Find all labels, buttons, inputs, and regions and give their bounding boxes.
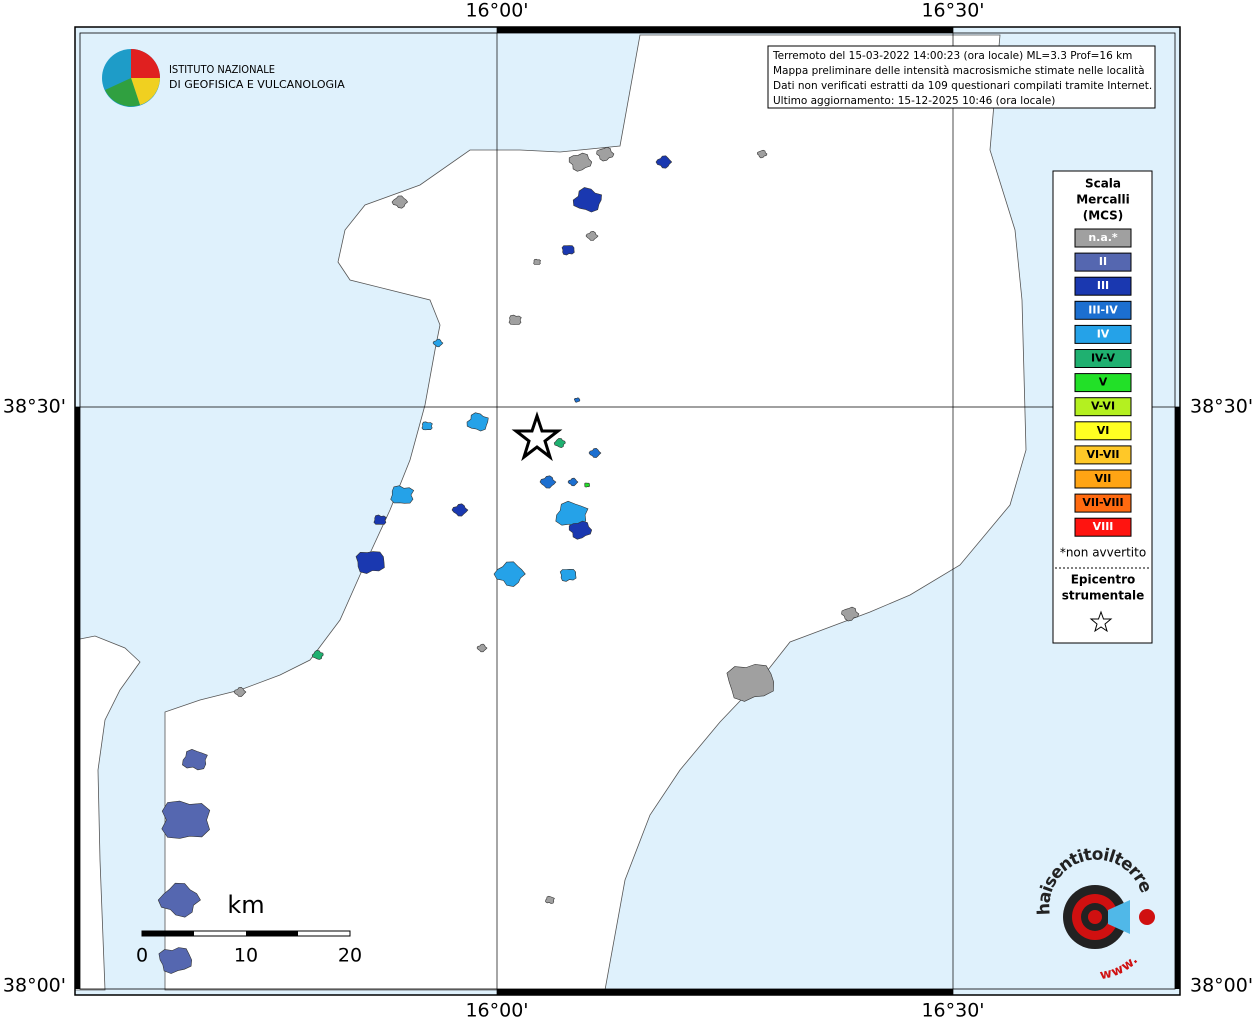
info-line: Mappa preliminare delle intensità macros… bbox=[773, 65, 1145, 77]
intensity-area bbox=[655, 155, 673, 169]
legend-label: IV-V bbox=[1091, 352, 1116, 365]
legend-label: III-IV bbox=[1088, 303, 1118, 316]
info-line: Ultimo aggiornamento: 15-12-2025 10:46 (… bbox=[773, 95, 1055, 107]
intensity-area bbox=[508, 314, 522, 325]
intensity-area bbox=[158, 947, 193, 974]
intensity-area bbox=[584, 482, 591, 488]
intensity-area bbox=[157, 882, 201, 918]
lat-label: 38°30' bbox=[1190, 396, 1253, 418]
graticule bbox=[75, 27, 1180, 995]
frame bbox=[74, 26, 1181, 996]
ingv-logo: ISTITUTO NAZIONALE DI GEOFISICA E VULCAN… bbox=[102, 49, 345, 107]
legend-swatch bbox=[1074, 276, 1132, 296]
lat-label: 38°00' bbox=[1190, 975, 1253, 997]
intensity-areas bbox=[157, 146, 860, 974]
legend-swatch bbox=[1074, 300, 1132, 320]
lat-label: 38°00' bbox=[3, 975, 66, 997]
legend-label: V-VI bbox=[1091, 400, 1115, 413]
legend-label: II bbox=[1099, 255, 1107, 268]
intensity-area bbox=[568, 520, 593, 540]
intensity-area bbox=[539, 475, 557, 489]
logo-text: ISTITUTO NAZIONALE bbox=[169, 63, 275, 76]
intensity-area bbox=[553, 438, 566, 449]
legend-swatch bbox=[1074, 469, 1132, 489]
intensity-area bbox=[311, 649, 324, 660]
intensity-area bbox=[533, 258, 541, 265]
intensity-area bbox=[756, 149, 768, 159]
legend-title: (MCS) bbox=[1083, 209, 1124, 223]
logo-text: DI GEOFISICA E VULCANOLOGIA bbox=[169, 78, 345, 91]
lon-label: 16°00' bbox=[465, 1000, 528, 1022]
intensity-area bbox=[572, 187, 602, 213]
intensity-area bbox=[432, 338, 444, 348]
intensity-area bbox=[545, 895, 555, 904]
legend-label: VI-VII bbox=[1086, 448, 1119, 461]
legend-title: Mercalli bbox=[1076, 193, 1130, 207]
info-box: Terremoto del 15-03-2022 14:00:23 (ora l… bbox=[767, 45, 1156, 109]
legend-note: *non avvertito bbox=[1060, 546, 1146, 560]
legend-title: Scala bbox=[1085, 177, 1121, 191]
intensity-area bbox=[373, 514, 387, 525]
legend-swatch bbox=[1074, 493, 1132, 513]
intensity-area bbox=[421, 421, 433, 431]
land-sicily bbox=[74, 635, 141, 991]
legend-swatch bbox=[1074, 373, 1132, 393]
scale-bar: km 0 10 20 bbox=[136, 891, 362, 967]
intensity-area bbox=[355, 551, 385, 574]
intensity-area bbox=[726, 664, 775, 702]
intensity-area bbox=[476, 643, 488, 653]
intensity-area bbox=[466, 412, 489, 432]
intensity-area bbox=[568, 152, 593, 172]
legend-label: n.a.* bbox=[1088, 231, 1118, 244]
lon-label: 16°00' bbox=[465, 0, 528, 22]
legend-swatch bbox=[1074, 397, 1132, 417]
legend-label: III bbox=[1097, 279, 1109, 292]
legend-label: VIII bbox=[1093, 520, 1114, 533]
intensity-area bbox=[561, 245, 575, 256]
intensity-area bbox=[585, 230, 599, 241]
intensity-area bbox=[161, 800, 211, 839]
scale-tick: 20 bbox=[338, 945, 362, 967]
legend-epicenter: Epicentro bbox=[1071, 573, 1136, 587]
intensity-area bbox=[182, 748, 208, 771]
legend-label: VI bbox=[1097, 424, 1110, 437]
legend-label: VII bbox=[1095, 472, 1112, 485]
land bbox=[164, 34, 1027, 991]
lon-label: 16°30' bbox=[921, 1000, 984, 1022]
lon-label: 16°30' bbox=[921, 0, 984, 22]
intensity-area bbox=[588, 447, 602, 458]
legend-swatch bbox=[1074, 228, 1132, 248]
epicenter bbox=[511, 411, 563, 462]
scale-tick: 0 bbox=[136, 945, 148, 967]
scale-tick: 10 bbox=[234, 945, 258, 967]
intensity-area bbox=[493, 561, 526, 587]
legend: Scala Mercalli (MCS) *non avvertito Epic… bbox=[1052, 170, 1153, 644]
intensity-area bbox=[233, 686, 247, 697]
legend-label: V bbox=[1099, 376, 1108, 389]
info-line: Dati non verificati estratti da 109 ques… bbox=[773, 80, 1152, 92]
legend-label: VII-VIII bbox=[1082, 496, 1123, 509]
legend-label: IV bbox=[1097, 327, 1110, 340]
intensity-area bbox=[841, 606, 860, 622]
lat-label: 38°30' bbox=[3, 396, 66, 418]
intensity-area bbox=[573, 397, 581, 403]
intensity-area bbox=[596, 146, 615, 162]
intensity-area bbox=[451, 503, 469, 517]
intensity-area bbox=[390, 485, 415, 504]
legend-swatch bbox=[1074, 252, 1132, 272]
intensity-area bbox=[567, 477, 579, 487]
intensity-area bbox=[559, 568, 577, 582]
legend-swatch bbox=[1074, 324, 1132, 344]
scale-unit: km bbox=[227, 891, 264, 919]
legend-swatch bbox=[1074, 445, 1132, 465]
legend-epicenter: strumentale bbox=[1062, 589, 1145, 603]
legend-swatch bbox=[1074, 517, 1132, 537]
info-line: Terremoto del 15-03-2022 14:00:23 (ora l… bbox=[772, 50, 1132, 62]
legend-swatch bbox=[1074, 421, 1132, 441]
intensity-area bbox=[391, 195, 409, 209]
legend-swatch bbox=[1074, 349, 1132, 368]
